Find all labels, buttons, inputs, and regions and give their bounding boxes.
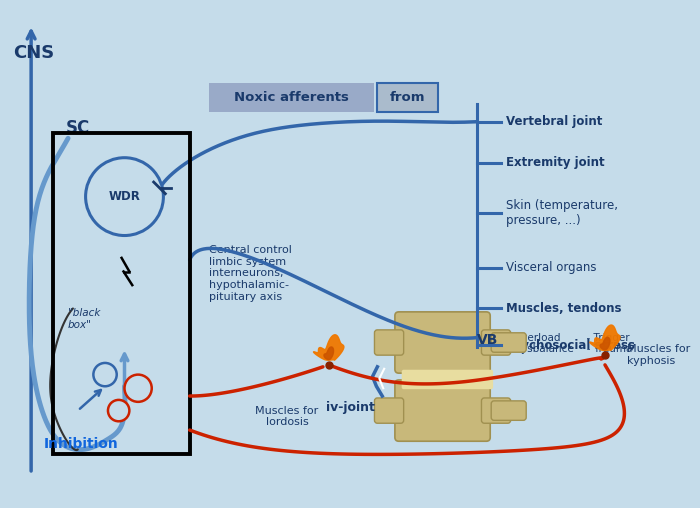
Text: Psychosocial stress: Psychosocial stress bbox=[506, 339, 635, 352]
Text: Vertebral joint: Vertebral joint bbox=[506, 115, 602, 128]
Text: VB: VB bbox=[477, 333, 498, 347]
Bar bbox=[53, 134, 190, 454]
FancyBboxPatch shape bbox=[491, 401, 526, 420]
FancyBboxPatch shape bbox=[491, 333, 526, 352]
Polygon shape bbox=[600, 337, 610, 350]
Text: Central control
limbic system
interneurons,
hypothalamic-
pituitary axis: Central control limbic system interneuro… bbox=[209, 245, 292, 302]
Text: "black
box": "black box" bbox=[68, 308, 101, 330]
Text: SC: SC bbox=[66, 119, 90, 137]
FancyBboxPatch shape bbox=[395, 380, 490, 441]
Text: iv-joint: iv-joint bbox=[326, 401, 374, 414]
Text: - Overload        - Trigger
- Dysbalance    - Trauma: - Overload - Trigger - Dysbalance - Trau… bbox=[506, 333, 632, 355]
Text: CNS: CNS bbox=[13, 44, 55, 62]
FancyBboxPatch shape bbox=[482, 330, 510, 355]
FancyBboxPatch shape bbox=[395, 312, 490, 373]
Circle shape bbox=[93, 363, 117, 386]
Circle shape bbox=[85, 157, 163, 236]
Text: Muscles for
kyphosis: Muscles for kyphosis bbox=[627, 344, 691, 366]
Bar bbox=[209, 83, 374, 112]
FancyBboxPatch shape bbox=[402, 370, 493, 389]
Text: Extremity joint: Extremity joint bbox=[506, 156, 604, 169]
Text: Noxic afferents: Noxic afferents bbox=[234, 91, 349, 104]
Polygon shape bbox=[590, 325, 620, 351]
Circle shape bbox=[108, 400, 130, 421]
Bar bbox=[377, 83, 438, 112]
Text: Visceral organs: Visceral organs bbox=[506, 261, 596, 274]
Text: Muscles for
lordosis: Muscles for lordosis bbox=[256, 406, 318, 427]
FancyBboxPatch shape bbox=[374, 398, 404, 423]
Text: Muscles, tendons: Muscles, tendons bbox=[506, 302, 622, 315]
Text: Inhibition: Inhibition bbox=[44, 437, 118, 451]
Text: from: from bbox=[390, 91, 426, 104]
Circle shape bbox=[125, 374, 152, 402]
FancyBboxPatch shape bbox=[482, 398, 510, 423]
Text: Skin (temperature,
pressure, ...): Skin (temperature, pressure, ...) bbox=[506, 199, 618, 227]
Text: WDR: WDR bbox=[108, 190, 141, 203]
Polygon shape bbox=[324, 347, 334, 360]
FancyBboxPatch shape bbox=[374, 330, 404, 355]
Polygon shape bbox=[314, 335, 344, 360]
